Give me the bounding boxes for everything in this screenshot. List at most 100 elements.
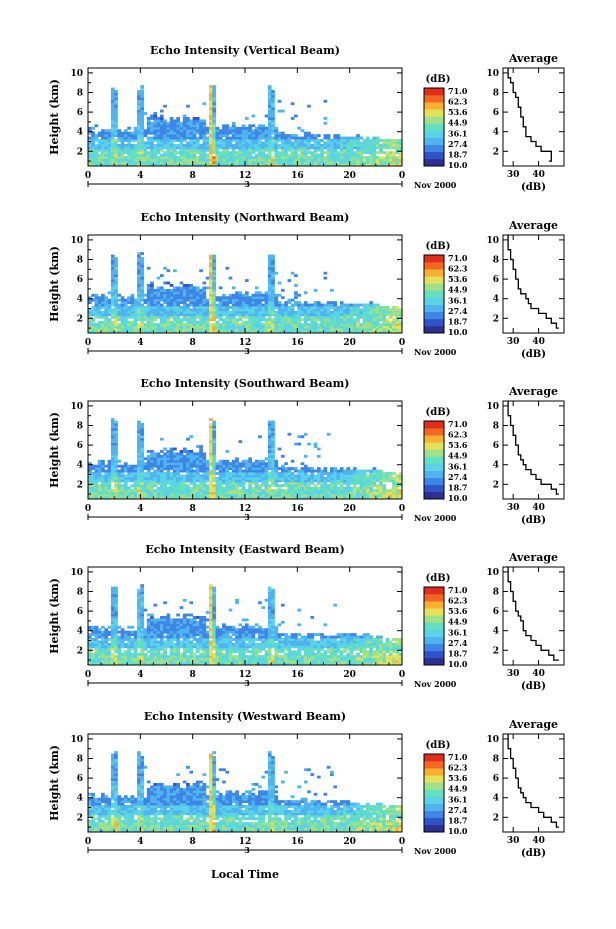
x-tick-label: 8 [190,338,196,348]
heatmap-cell [182,161,187,164]
heatmap-cell [316,306,321,309]
heatmap-cell [101,462,105,466]
heatmap-cell [369,491,373,495]
heatmap-cell [143,151,148,155]
heatmap-cell [156,121,161,125]
heatmap-cell [182,143,187,147]
heatmap-cell [209,445,213,448]
heatmap-cell [143,464,148,468]
heatmap-cell [284,489,288,493]
heatmap-cell [101,139,105,142]
heatmap-cell [245,134,249,137]
heatmap-cell [333,484,337,488]
heatmap-cell [392,143,396,147]
heatmap-cell [218,308,223,312]
heatmap-cell [369,148,373,152]
colorbar-swatch [424,290,444,298]
heatmap-cell [290,318,295,322]
heatmap-cell [209,126,213,130]
heatmap-cell [199,325,203,329]
heatmap-cell [379,148,383,152]
heatmap-cell [150,281,154,285]
heatmap-cell [280,306,285,309]
heatmap-cell [146,464,151,468]
heatmap-cell [388,315,393,319]
heatmap-cell [264,156,269,160]
heatmap-cell [107,484,112,488]
heatmap-cell [241,296,246,300]
heatmap-cell [195,491,200,495]
heatmap-cell [130,136,135,140]
heatmap-cell [104,318,109,322]
heatmap-cell [251,146,256,150]
heatmap-cell [130,315,135,319]
heatmap-cell [137,440,141,444]
heatmap-cell [140,114,144,118]
heatmap-cell [330,323,334,327]
heatmap-cell [316,476,321,480]
heatmap-cell [88,489,92,493]
heatmap-cell [212,318,216,322]
heatmap-cell [140,121,144,125]
heatmap-cell [297,489,301,493]
heatmap-cell [91,148,95,152]
heatmap-cell [146,454,151,458]
heatmap-cell [362,496,367,500]
heatmap-cell [110,442,115,446]
heatmap-cell [166,148,171,152]
heatmap-cell [379,318,383,322]
heatmap-cell [166,143,171,147]
heatmap-cell [225,464,230,468]
heatmap-cell [336,323,341,327]
heatmap-cell [346,328,351,331]
heatmap-cell [375,330,380,334]
heatmap-cell [133,330,138,334]
heatmap-cell [307,139,311,142]
heatmap-cell [254,486,259,490]
heatmap-cell [143,298,148,302]
heatmap-cell [173,148,177,152]
heatmap-cell [94,647,99,651]
heatmap-cell [300,323,305,327]
heatmap-cell [114,156,118,160]
heatmap-cell [251,472,256,475]
heatmap-cell [349,136,354,140]
heatmap-cell [277,99,282,103]
heatmap-cell [222,330,226,334]
heatmap-cell [303,320,308,324]
heatmap-cell [205,148,210,152]
heatmap-cell [209,418,213,421]
heatmap-cell [166,486,171,490]
y-tick-label: 4 [77,128,83,138]
heatmap-cell [159,476,164,480]
heatmap-cell [307,474,311,478]
heatmap-cell [225,151,230,155]
heatmap-cell [392,146,396,150]
heatmap-cell [356,143,360,147]
heatmap-cell [120,494,125,497]
heatmap-cell [140,279,144,282]
heatmap-cell [323,467,328,470]
heatmap-cell [205,131,210,135]
heatmap-cell [231,489,236,493]
heatmap-cell [320,158,324,162]
heatmap-cell [212,469,216,473]
heatmap-cell [316,141,321,145]
heatmap-cell [339,496,344,500]
heatmap-cell [114,259,118,263]
heatmap-cell [287,313,292,317]
heatmap-cell [107,129,112,133]
heatmap-cell [382,325,387,329]
heatmap-cell [186,104,190,108]
heatmap-cell [274,136,279,140]
heatmap-cell [182,117,187,120]
heatmap-cell [202,129,207,133]
heatmap-cell [287,310,292,314]
heatmap-cell [274,156,279,160]
heatmap-cell [140,293,144,297]
heatmap-cell [222,472,226,475]
heatmap-cell [264,464,269,468]
heatmap-cell [120,296,125,300]
heatmap-cell [169,139,174,142]
heatmap-cell [101,660,105,663]
